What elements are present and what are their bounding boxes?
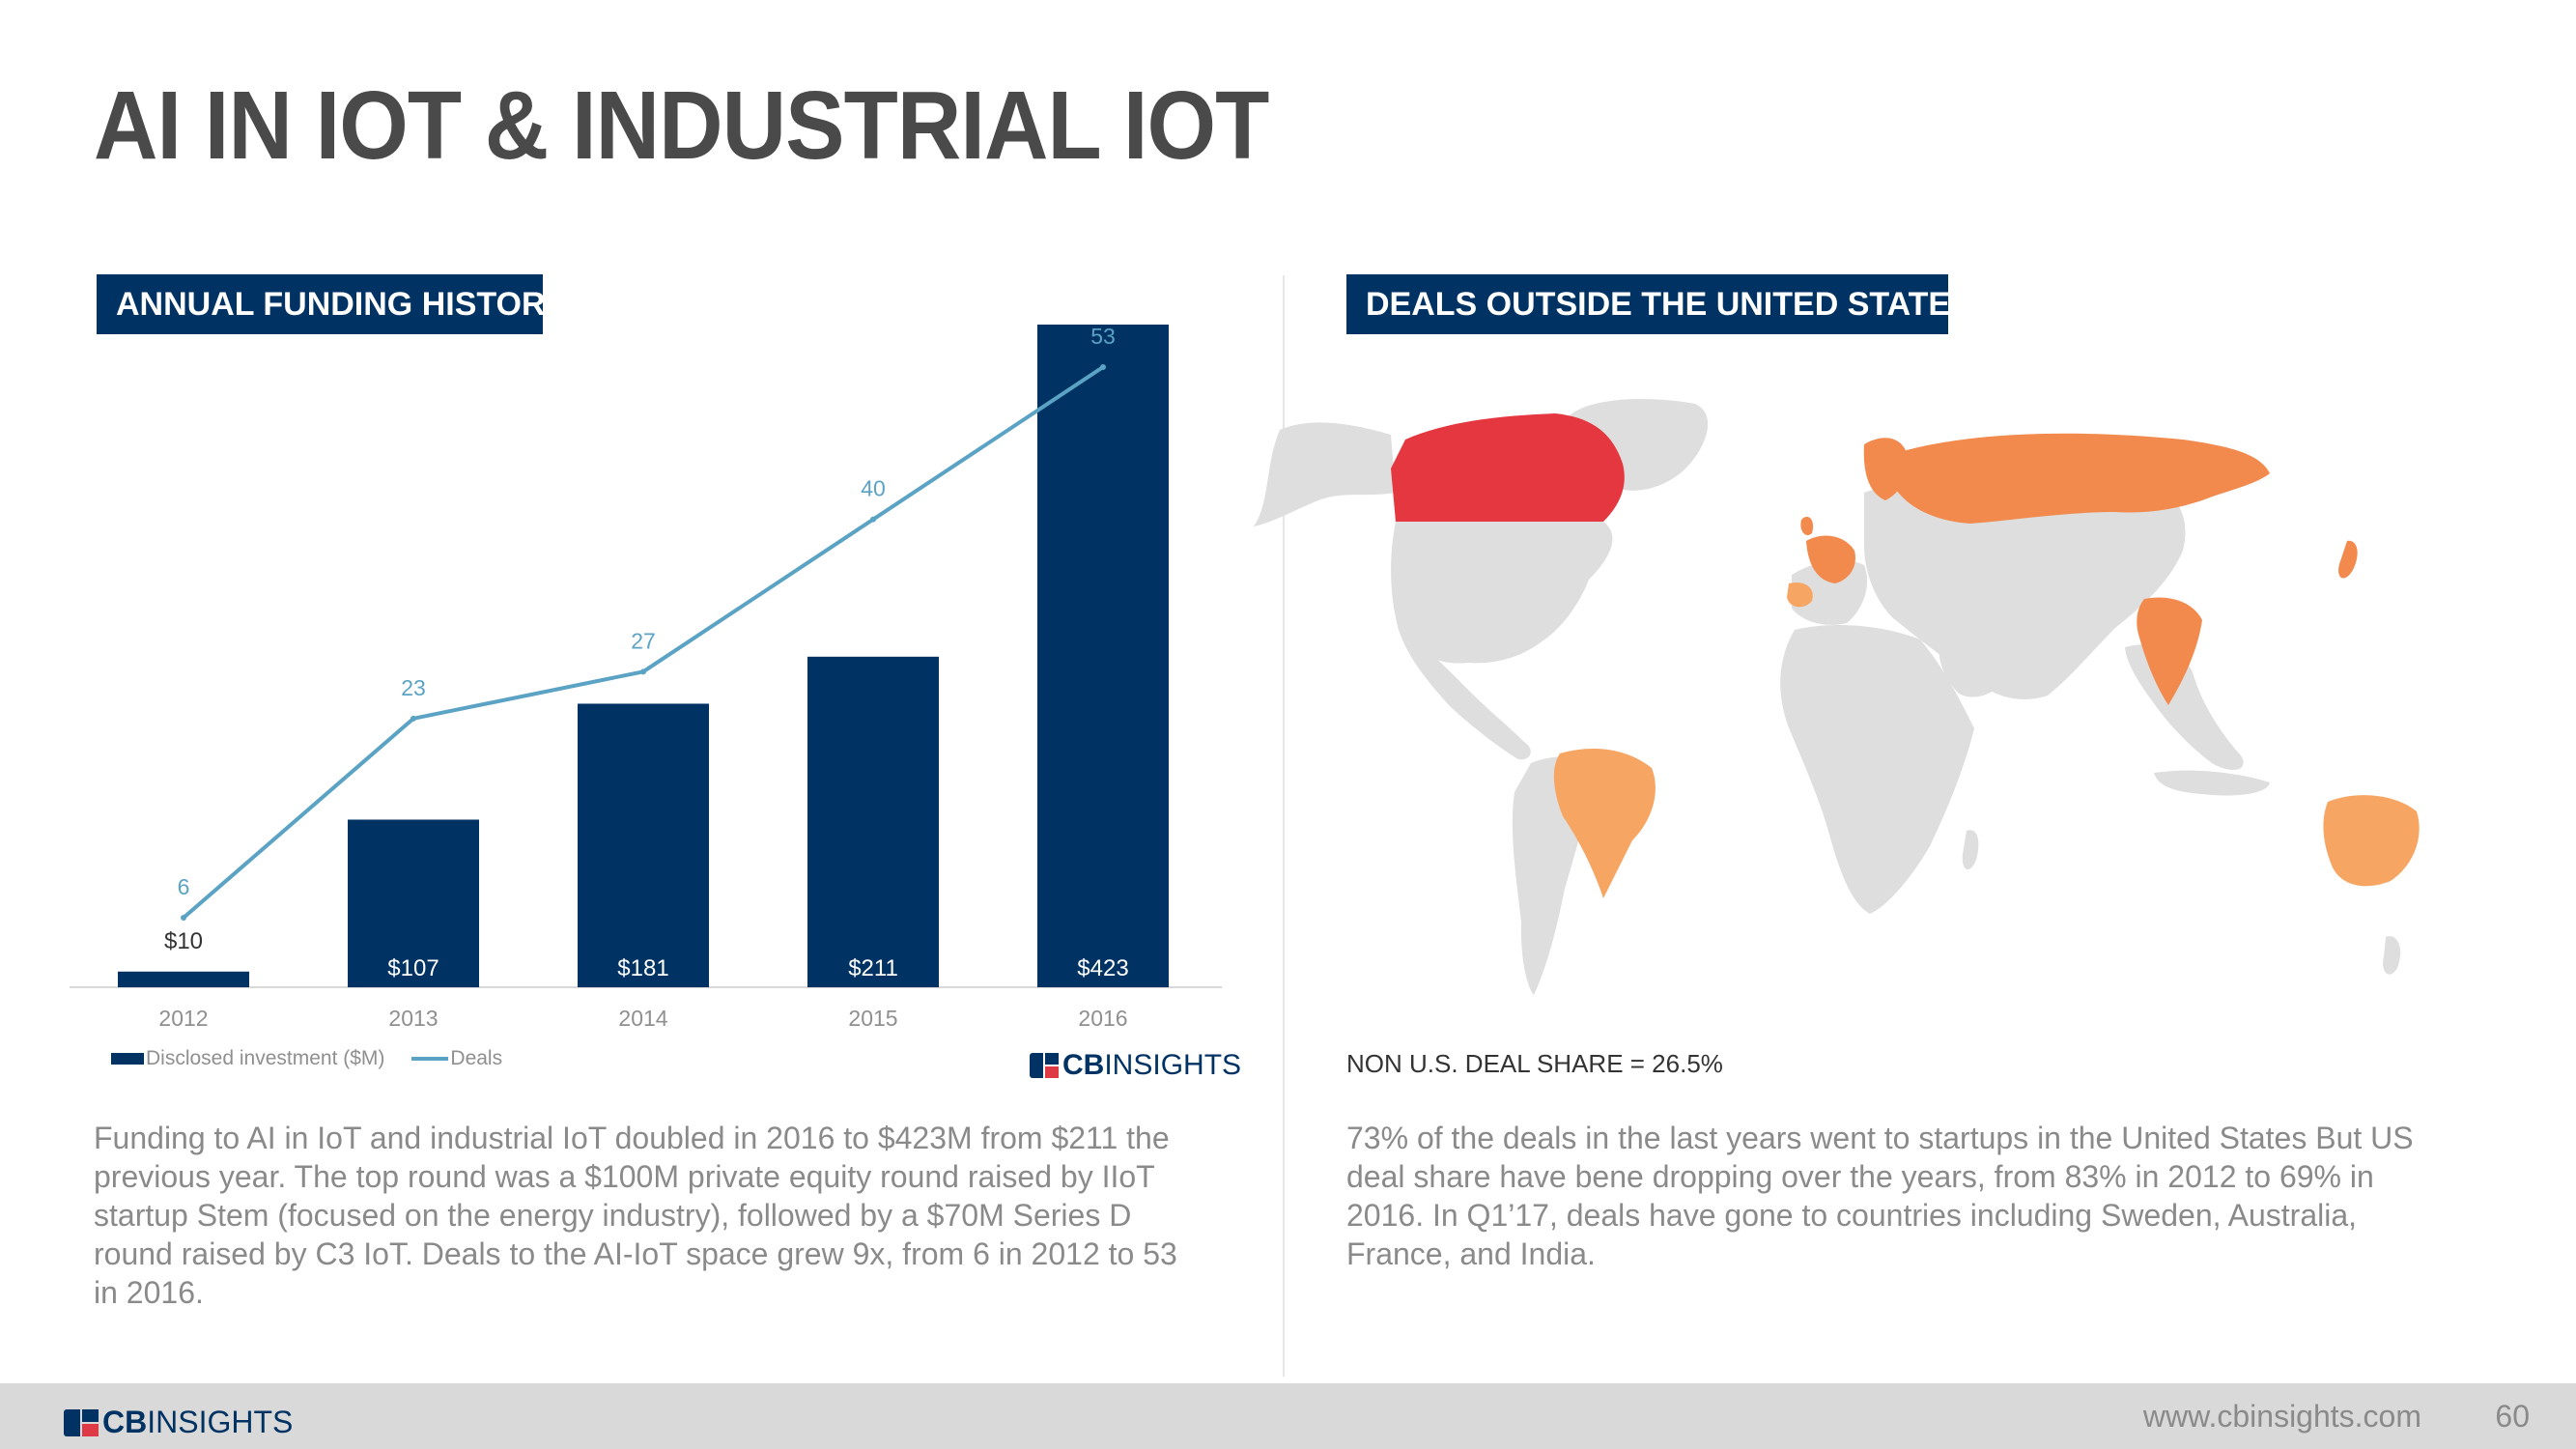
india-shape <box>2137 597 2202 705</box>
bar-2013 <box>348 819 479 987</box>
footer-bar <box>0 1383 2576 1449</box>
bar-value-label-2013: $107 <box>387 955 439 981</box>
deals-point-2013 <box>410 715 416 722</box>
bar-value-label-2014: $181 <box>617 955 668 981</box>
africa-shape <box>1780 625 1974 914</box>
bar-value-label-2012: $10 <box>164 928 203 954</box>
chart-legend: Disclosed investment ($M) Deals <box>111 1047 502 1070</box>
bar-2016 <box>1037 325 1169 987</box>
logo-cb-text: CB <box>102 1405 148 1439</box>
middle-east-shape <box>1939 630 2011 697</box>
bar-2012 <box>118 971 249 987</box>
uk-shape <box>1800 516 1814 536</box>
logo-cb-text: CB <box>1062 1049 1105 1081</box>
bar-2014 <box>578 703 709 987</box>
indonesia-shape <box>2154 770 2270 796</box>
bar-2015 <box>807 656 939 987</box>
page-number: 60 <box>2495 1399 2530 1434</box>
world-map <box>1254 399 2420 995</box>
bar-value-label-2016: $423 <box>1077 955 1128 981</box>
deals-label-2012: 6 <box>178 874 190 899</box>
logo-insights-text: INSIGHTS <box>1104 1049 1242 1081</box>
cb-insights-logo-chart: CB INSIGHTS <box>1030 1049 1241 1082</box>
page-title: AI IN IOT & INDUSTRIAL IOT <box>94 71 1269 180</box>
funding-description: Funding to AI in IoT and industrial IoT … <box>94 1121 1177 1310</box>
western-europe-shape <box>1806 535 1855 583</box>
x-tick-label-2012: 2012 <box>158 1006 208 1031</box>
deals-label-2013: 23 <box>401 675 426 700</box>
non-us-deal-share: NON U.S. DEAL SHARE = 26.5% <box>1346 1049 1723 1078</box>
legend-line-swatch <box>411 1057 449 1061</box>
cb-insights-logo-footer: CB INSIGHTS <box>64 1405 293 1440</box>
deals-point-2012 <box>181 915 186 921</box>
cb-logo-icon <box>1030 1053 1059 1078</box>
x-tick-label-2016: 2016 <box>1078 1006 1127 1031</box>
panel-divider <box>1283 275 1285 1377</box>
madagascar-shape <box>1962 830 1979 870</box>
cb-logo-icon <box>64 1408 99 1436</box>
mexico-central-america-shape <box>1399 630 1531 760</box>
canada-shape <box>1391 413 1625 522</box>
annual-funding-history-tag: ANNUAL FUNDING HISTORY <box>97 274 566 334</box>
deals-point-2014 <box>640 668 646 675</box>
sweden-finland-shape <box>1863 438 1909 500</box>
europe-west-shape <box>1792 559 1868 625</box>
bar-value-label-2015: $211 <box>848 955 898 981</box>
x-tick-label-2015: 2015 <box>848 1006 897 1031</box>
footer-url-link[interactable]: www.cbinsights.com <box>2142 1399 2421 1434</box>
x-tick-label-2014: 2014 <box>618 1006 667 1031</box>
legend-line-label: Deals <box>450 1047 503 1069</box>
deals-description: 73% of the deals in the last years went … <box>1346 1121 2414 1271</box>
spain-shape <box>1787 582 1813 608</box>
brazil-shape <box>1553 749 1656 898</box>
new-zealand-shape <box>2383 936 2401 975</box>
deals-point-2016 <box>1100 364 1106 370</box>
russia-shape <box>1888 433 2270 524</box>
deals-point-2015 <box>870 516 876 523</box>
legend-bars-label: Disclosed investment ($M) <box>146 1047 385 1069</box>
logo-insights-text: INSIGHTS <box>147 1405 294 1439</box>
deals-label-2016: 53 <box>1090 324 1116 349</box>
deals-outside-us-tag: DEALS OUTSIDE THE UNITED STATES <box>1346 274 1972 334</box>
deals-label-2015: 40 <box>861 476 886 501</box>
usa-shape <box>1391 522 1613 664</box>
highlighted-countries <box>1391 413 2420 898</box>
alaska-shape <box>1254 422 1396 526</box>
deals-label-2014: 27 <box>631 628 656 653</box>
australia-shape <box>2323 795 2420 887</box>
x-tick-label-2013: 2013 <box>388 1006 438 1031</box>
funding-chart: $10 2012 $107 2013 $181 2014 $211 2015 $423 2016 6… <box>70 324 1222 1031</box>
legend-bar-swatch <box>111 1053 144 1065</box>
japan-shape <box>2338 540 2358 579</box>
